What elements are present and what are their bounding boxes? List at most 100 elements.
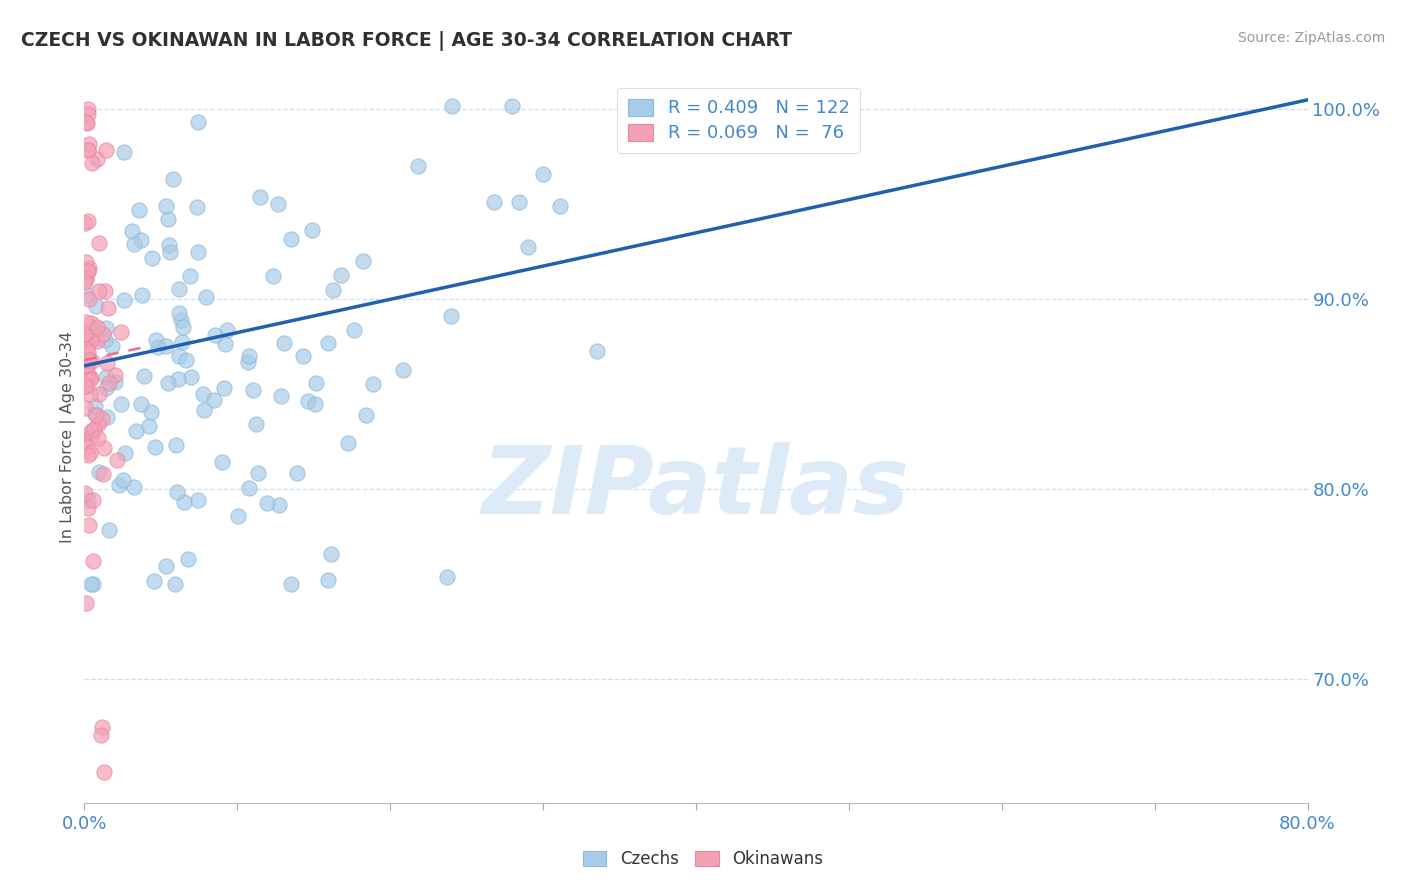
Point xyxy=(285,466,308,480)
Point xyxy=(316,574,339,588)
Point xyxy=(101,339,124,353)
Point xyxy=(75,327,97,342)
Point xyxy=(79,371,101,385)
Point xyxy=(440,310,463,324)
Point xyxy=(73,275,96,289)
Point xyxy=(291,349,314,363)
Point xyxy=(112,145,135,160)
Point xyxy=(77,144,100,158)
Point xyxy=(187,115,209,129)
Point xyxy=(80,577,103,591)
Point xyxy=(80,424,103,438)
Point xyxy=(165,577,187,591)
Point xyxy=(156,376,179,390)
Point xyxy=(77,107,100,121)
Point xyxy=(82,493,104,508)
Point xyxy=(77,493,100,508)
Point xyxy=(217,323,239,337)
Point xyxy=(121,224,143,238)
Point xyxy=(76,342,98,356)
Point xyxy=(143,574,166,588)
Point xyxy=(83,407,105,421)
Point xyxy=(76,431,98,445)
Point xyxy=(77,102,100,116)
Point xyxy=(75,596,97,610)
Point xyxy=(297,393,319,408)
Point xyxy=(191,387,214,401)
Point xyxy=(75,379,97,393)
Point xyxy=(236,355,259,369)
Point xyxy=(354,409,377,423)
Point xyxy=(166,485,188,500)
Point xyxy=(238,349,260,363)
Point xyxy=(141,252,163,266)
Point xyxy=(89,386,111,401)
Point xyxy=(139,405,162,419)
Point xyxy=(83,422,105,436)
Point xyxy=(440,98,463,112)
Point xyxy=(76,213,98,227)
Point xyxy=(242,384,264,398)
Point xyxy=(75,358,97,372)
Point xyxy=(176,552,198,566)
Point xyxy=(90,728,112,742)
Point xyxy=(96,410,118,425)
Point xyxy=(79,136,101,151)
Point xyxy=(517,240,540,254)
Point xyxy=(82,156,104,170)
Point xyxy=(180,369,202,384)
Point xyxy=(76,332,98,346)
Point xyxy=(245,417,267,431)
Point xyxy=(157,211,180,226)
Point xyxy=(128,203,150,218)
Point xyxy=(89,465,111,479)
Point xyxy=(155,339,177,353)
Point xyxy=(75,272,97,286)
Y-axis label: In Labor Force | Age 30-34: In Labor Force | Age 30-34 xyxy=(60,331,76,543)
Point xyxy=(105,453,128,467)
Point xyxy=(84,321,107,335)
Point xyxy=(94,381,117,395)
Point xyxy=(173,494,195,508)
Point xyxy=(336,435,359,450)
Point xyxy=(91,412,114,426)
Point xyxy=(76,441,98,455)
Point xyxy=(96,356,118,370)
Point xyxy=(76,116,98,130)
Point xyxy=(91,326,114,341)
Point xyxy=(122,480,145,494)
Point xyxy=(204,327,226,342)
Point xyxy=(75,401,97,416)
Point xyxy=(87,284,110,298)
Point xyxy=(262,269,284,284)
Point xyxy=(343,323,366,337)
Point xyxy=(77,260,100,275)
Point xyxy=(87,431,110,445)
Point xyxy=(193,402,215,417)
Point xyxy=(406,159,429,173)
Point xyxy=(155,199,177,213)
Point xyxy=(179,269,201,284)
Point xyxy=(104,368,127,383)
Point xyxy=(75,327,97,342)
Point xyxy=(305,376,328,390)
Point xyxy=(501,98,523,112)
Point xyxy=(329,268,352,282)
Point xyxy=(482,194,505,209)
Point xyxy=(316,336,339,351)
Point xyxy=(186,200,208,214)
Point xyxy=(319,547,342,561)
Point xyxy=(138,418,160,433)
Point xyxy=(94,285,117,299)
Text: ZIPatlas: ZIPatlas xyxy=(482,442,910,534)
Point xyxy=(155,559,177,574)
Point xyxy=(114,445,136,459)
Point xyxy=(91,467,114,481)
Point xyxy=(76,359,98,374)
Point xyxy=(79,352,101,367)
Point xyxy=(238,481,260,495)
Point xyxy=(75,115,97,129)
Point xyxy=(108,478,131,492)
Point xyxy=(93,441,115,455)
Point xyxy=(96,320,118,334)
